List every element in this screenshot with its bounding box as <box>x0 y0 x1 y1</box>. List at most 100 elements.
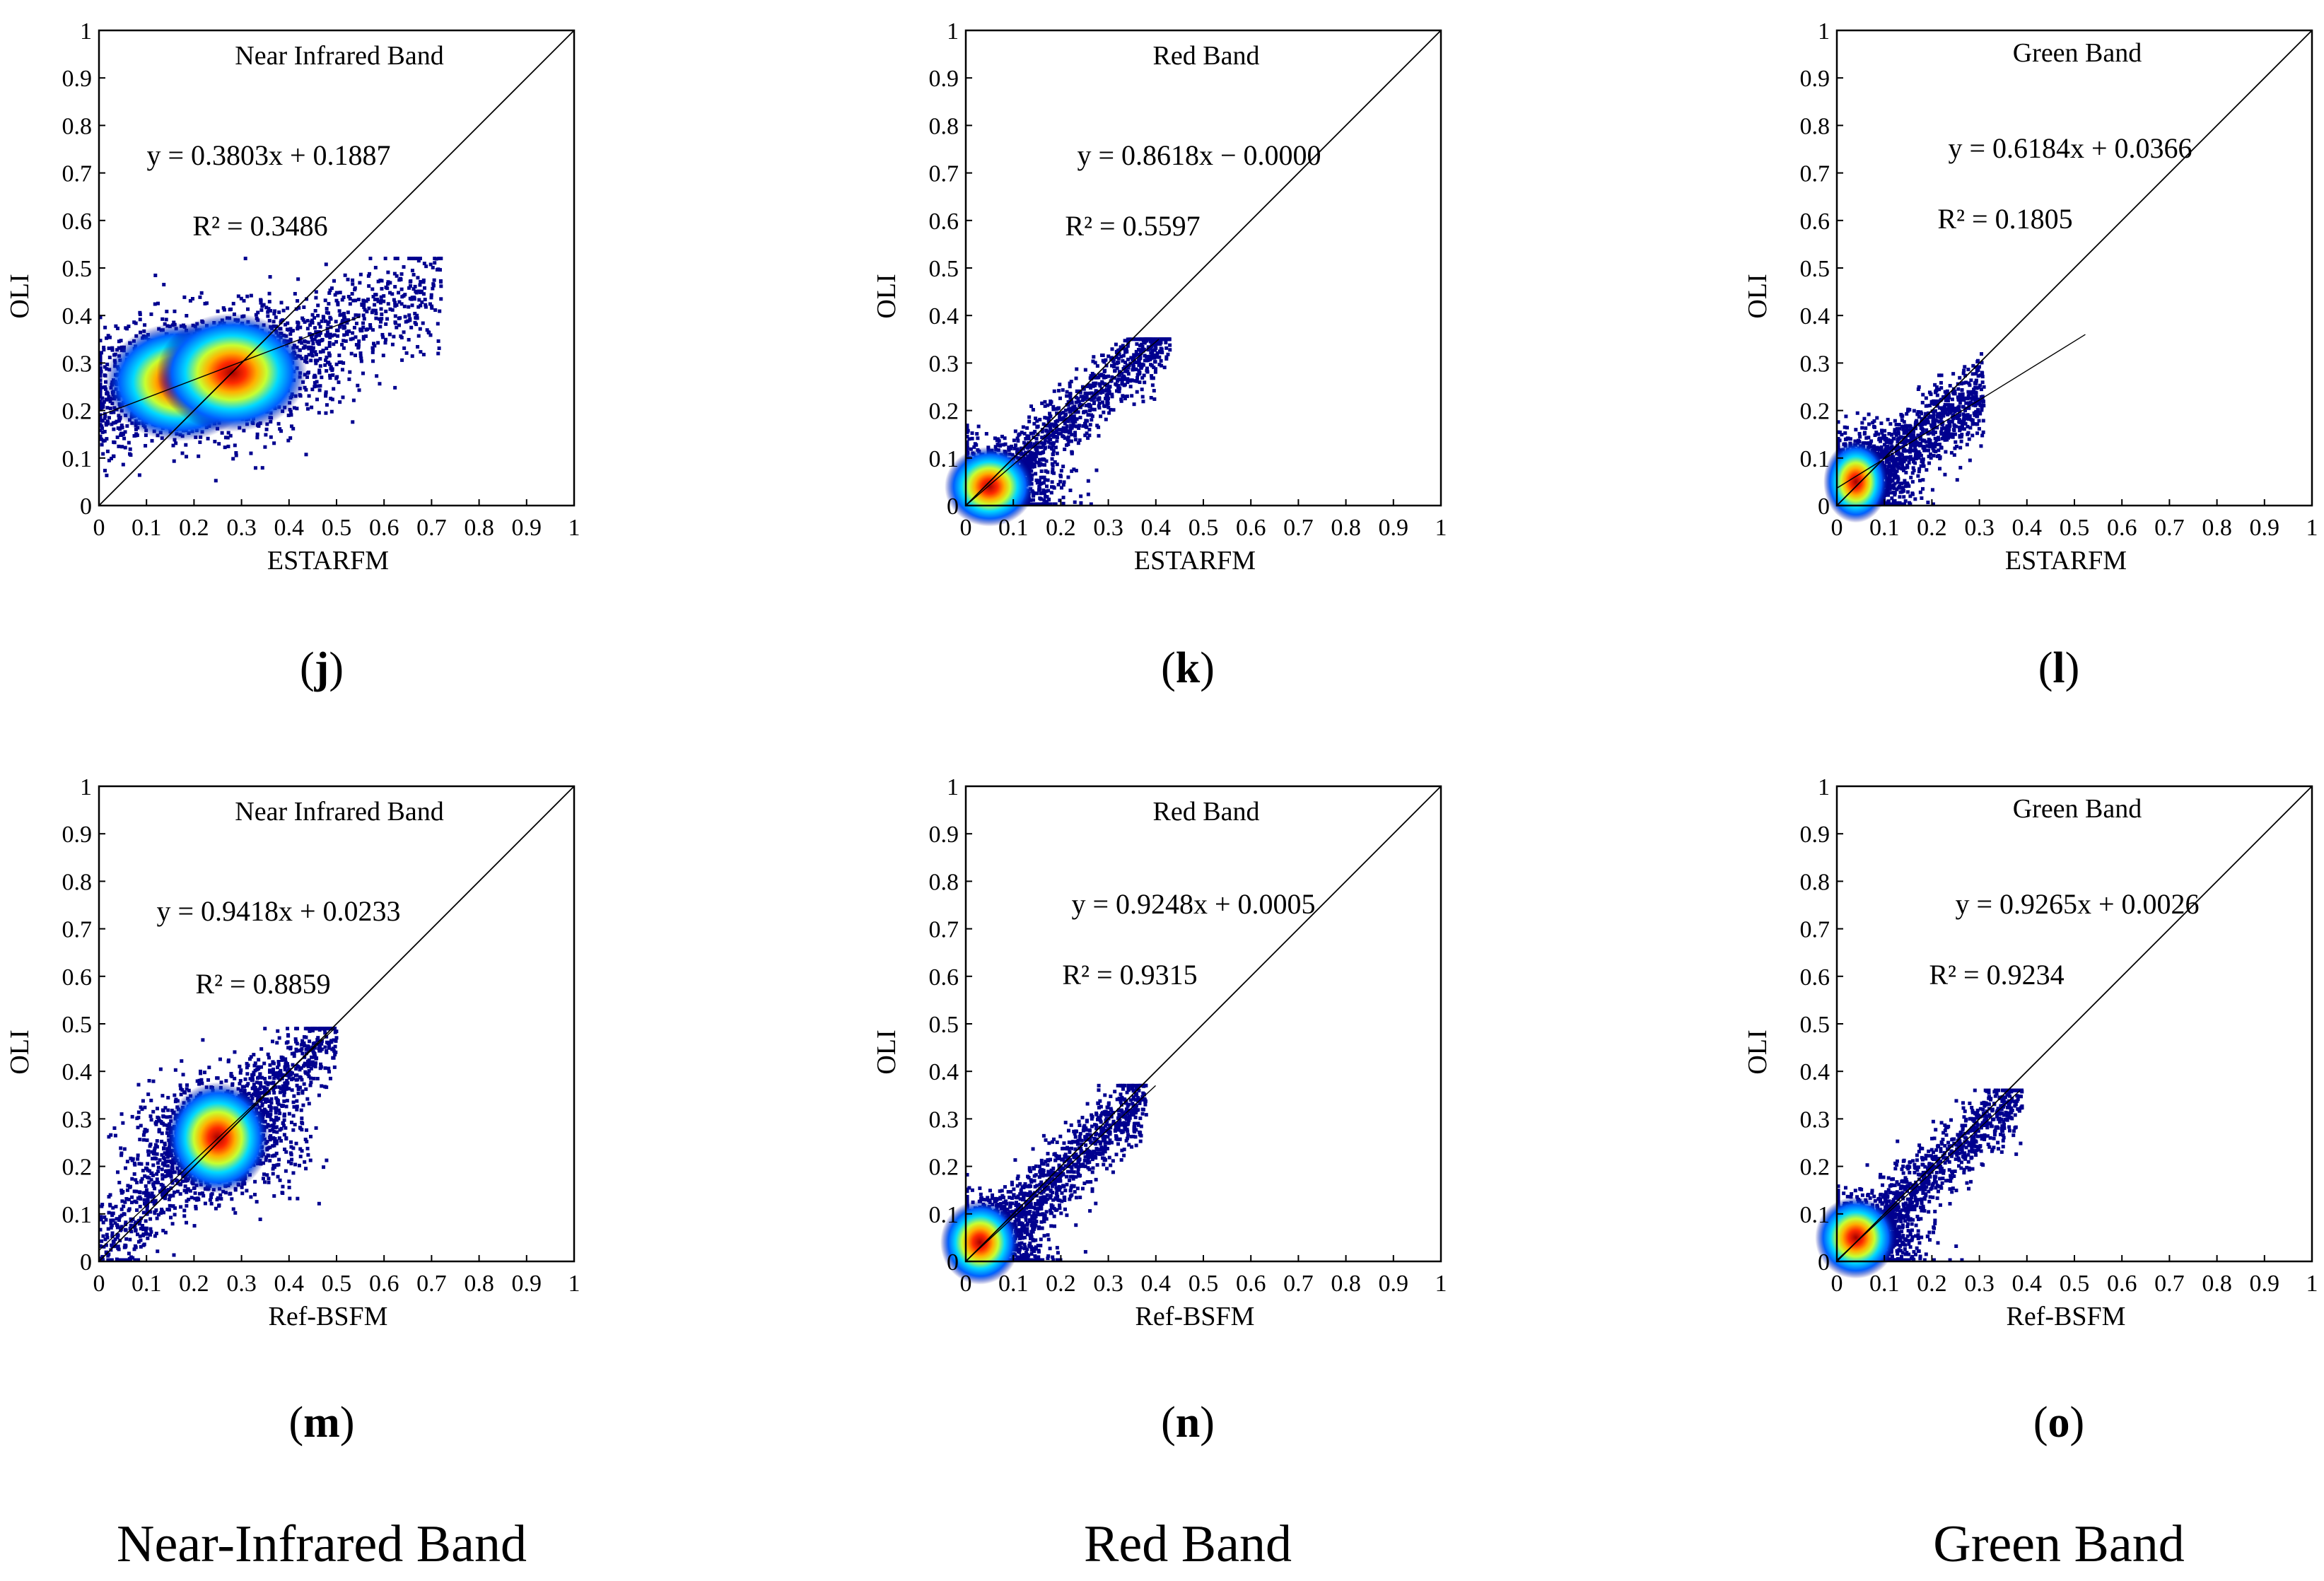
scatter-point <box>1109 407 1113 412</box>
scatter-point <box>1164 355 1169 359</box>
scatter-point <box>1152 397 1157 401</box>
scatter-point <box>266 314 270 318</box>
scatter-point <box>321 349 325 353</box>
scatter-point <box>1032 465 1037 469</box>
scatter-point <box>408 317 412 321</box>
scatter-point <box>984 431 988 436</box>
scatter-point <box>1135 379 1139 383</box>
scatter-point <box>314 334 318 339</box>
scatter-point <box>329 397 333 401</box>
scatter-point <box>138 317 142 322</box>
scatter-point <box>1155 351 1160 355</box>
scatter-point <box>437 346 441 351</box>
scatter-point <box>1065 424 1069 428</box>
scatter-panel-k: 000.10.10.20.20.30.30.40.40.50.50.60.60.… <box>872 18 1447 692</box>
scatter-point <box>1099 391 1103 395</box>
scatter-point <box>416 344 420 349</box>
scatter-point <box>1121 344 1125 348</box>
scatter-point <box>373 298 377 302</box>
scatter-point <box>1069 380 1073 384</box>
scatter-point <box>267 319 271 323</box>
scatter-point <box>1101 390 1105 395</box>
scatter-point <box>1039 469 1044 473</box>
scatter-point <box>288 409 293 414</box>
scatter-point <box>317 411 321 415</box>
scatter-point <box>1078 402 1082 407</box>
scatter-point <box>199 291 204 295</box>
scatter-point <box>995 438 999 443</box>
scatter-point <box>1116 384 1121 388</box>
scatter-point <box>296 277 300 281</box>
scatter-point <box>368 257 373 261</box>
scatter-point <box>361 325 366 329</box>
x-tick-label: 0 <box>960 515 972 541</box>
scatter-point <box>439 257 443 261</box>
scatter-point <box>418 257 422 261</box>
scatter-point <box>1046 419 1051 424</box>
scatter-point <box>1146 348 1150 352</box>
scatter-point <box>356 313 361 317</box>
scatter-point <box>1166 352 1170 356</box>
scatter-point <box>1114 351 1119 355</box>
scatter-point <box>1159 346 1163 351</box>
scatter-point <box>1061 483 1065 487</box>
x-tick-label: 0.4 <box>274 515 305 541</box>
scatter-point <box>1098 383 1102 387</box>
scatter-point <box>340 320 344 325</box>
scatter-point <box>332 333 337 337</box>
scatter-point <box>1108 385 1112 389</box>
scatter-point <box>304 387 308 392</box>
scatter-point <box>101 402 105 406</box>
scatter-point <box>315 380 319 384</box>
scatter-point <box>1077 390 1081 394</box>
scatter-point <box>98 395 103 399</box>
scatter-point <box>430 304 434 308</box>
scatter-point <box>1132 368 1136 372</box>
scatter-point <box>1043 494 1047 498</box>
scatter-point <box>1063 429 1068 433</box>
scatter-point <box>107 458 111 462</box>
scatter-point <box>110 346 115 350</box>
scatter-point <box>351 398 356 402</box>
scatter-point <box>382 294 386 298</box>
scatter-point <box>354 321 358 325</box>
scatter-point <box>255 436 259 440</box>
scatter-point <box>164 317 168 322</box>
scatter-point <box>1122 395 1126 399</box>
scatter-point <box>361 298 366 303</box>
scatter-point <box>109 456 113 460</box>
scatter-point <box>375 374 379 378</box>
scatter-point <box>1141 347 1145 351</box>
scatter-point <box>1073 431 1078 435</box>
scatter-point <box>409 325 414 329</box>
scatter-point <box>1121 354 1126 358</box>
scatter-point <box>1150 374 1154 378</box>
scatter-point <box>1075 424 1079 428</box>
scatter-point <box>317 342 321 346</box>
scatter-point <box>393 314 397 318</box>
scatter-point <box>1010 444 1014 448</box>
scatter-point <box>421 278 426 282</box>
scatter-point <box>279 429 284 433</box>
scatter-point <box>1027 436 1031 441</box>
scatter-point <box>399 335 404 339</box>
scatter-point <box>138 310 142 315</box>
scatter-point <box>318 325 322 329</box>
scatter-point <box>290 329 294 333</box>
scatter-point <box>1152 353 1156 357</box>
scatter-point <box>395 257 399 261</box>
scatter-point <box>1099 353 1104 357</box>
scatter-point <box>279 320 283 325</box>
scatter-point <box>436 322 440 326</box>
scatter-point <box>328 376 332 380</box>
y-tick-label: 0.7 <box>62 161 93 187</box>
scatter-point <box>354 313 358 317</box>
scatter-point <box>216 309 220 313</box>
scatter-point <box>272 441 276 445</box>
scatter-point <box>1141 399 1145 404</box>
scatter-point <box>965 441 969 445</box>
scatter-point <box>1088 404 1092 408</box>
scatter-point <box>329 409 334 414</box>
scatter-point <box>1095 375 1099 380</box>
scatter-point <box>349 337 353 342</box>
